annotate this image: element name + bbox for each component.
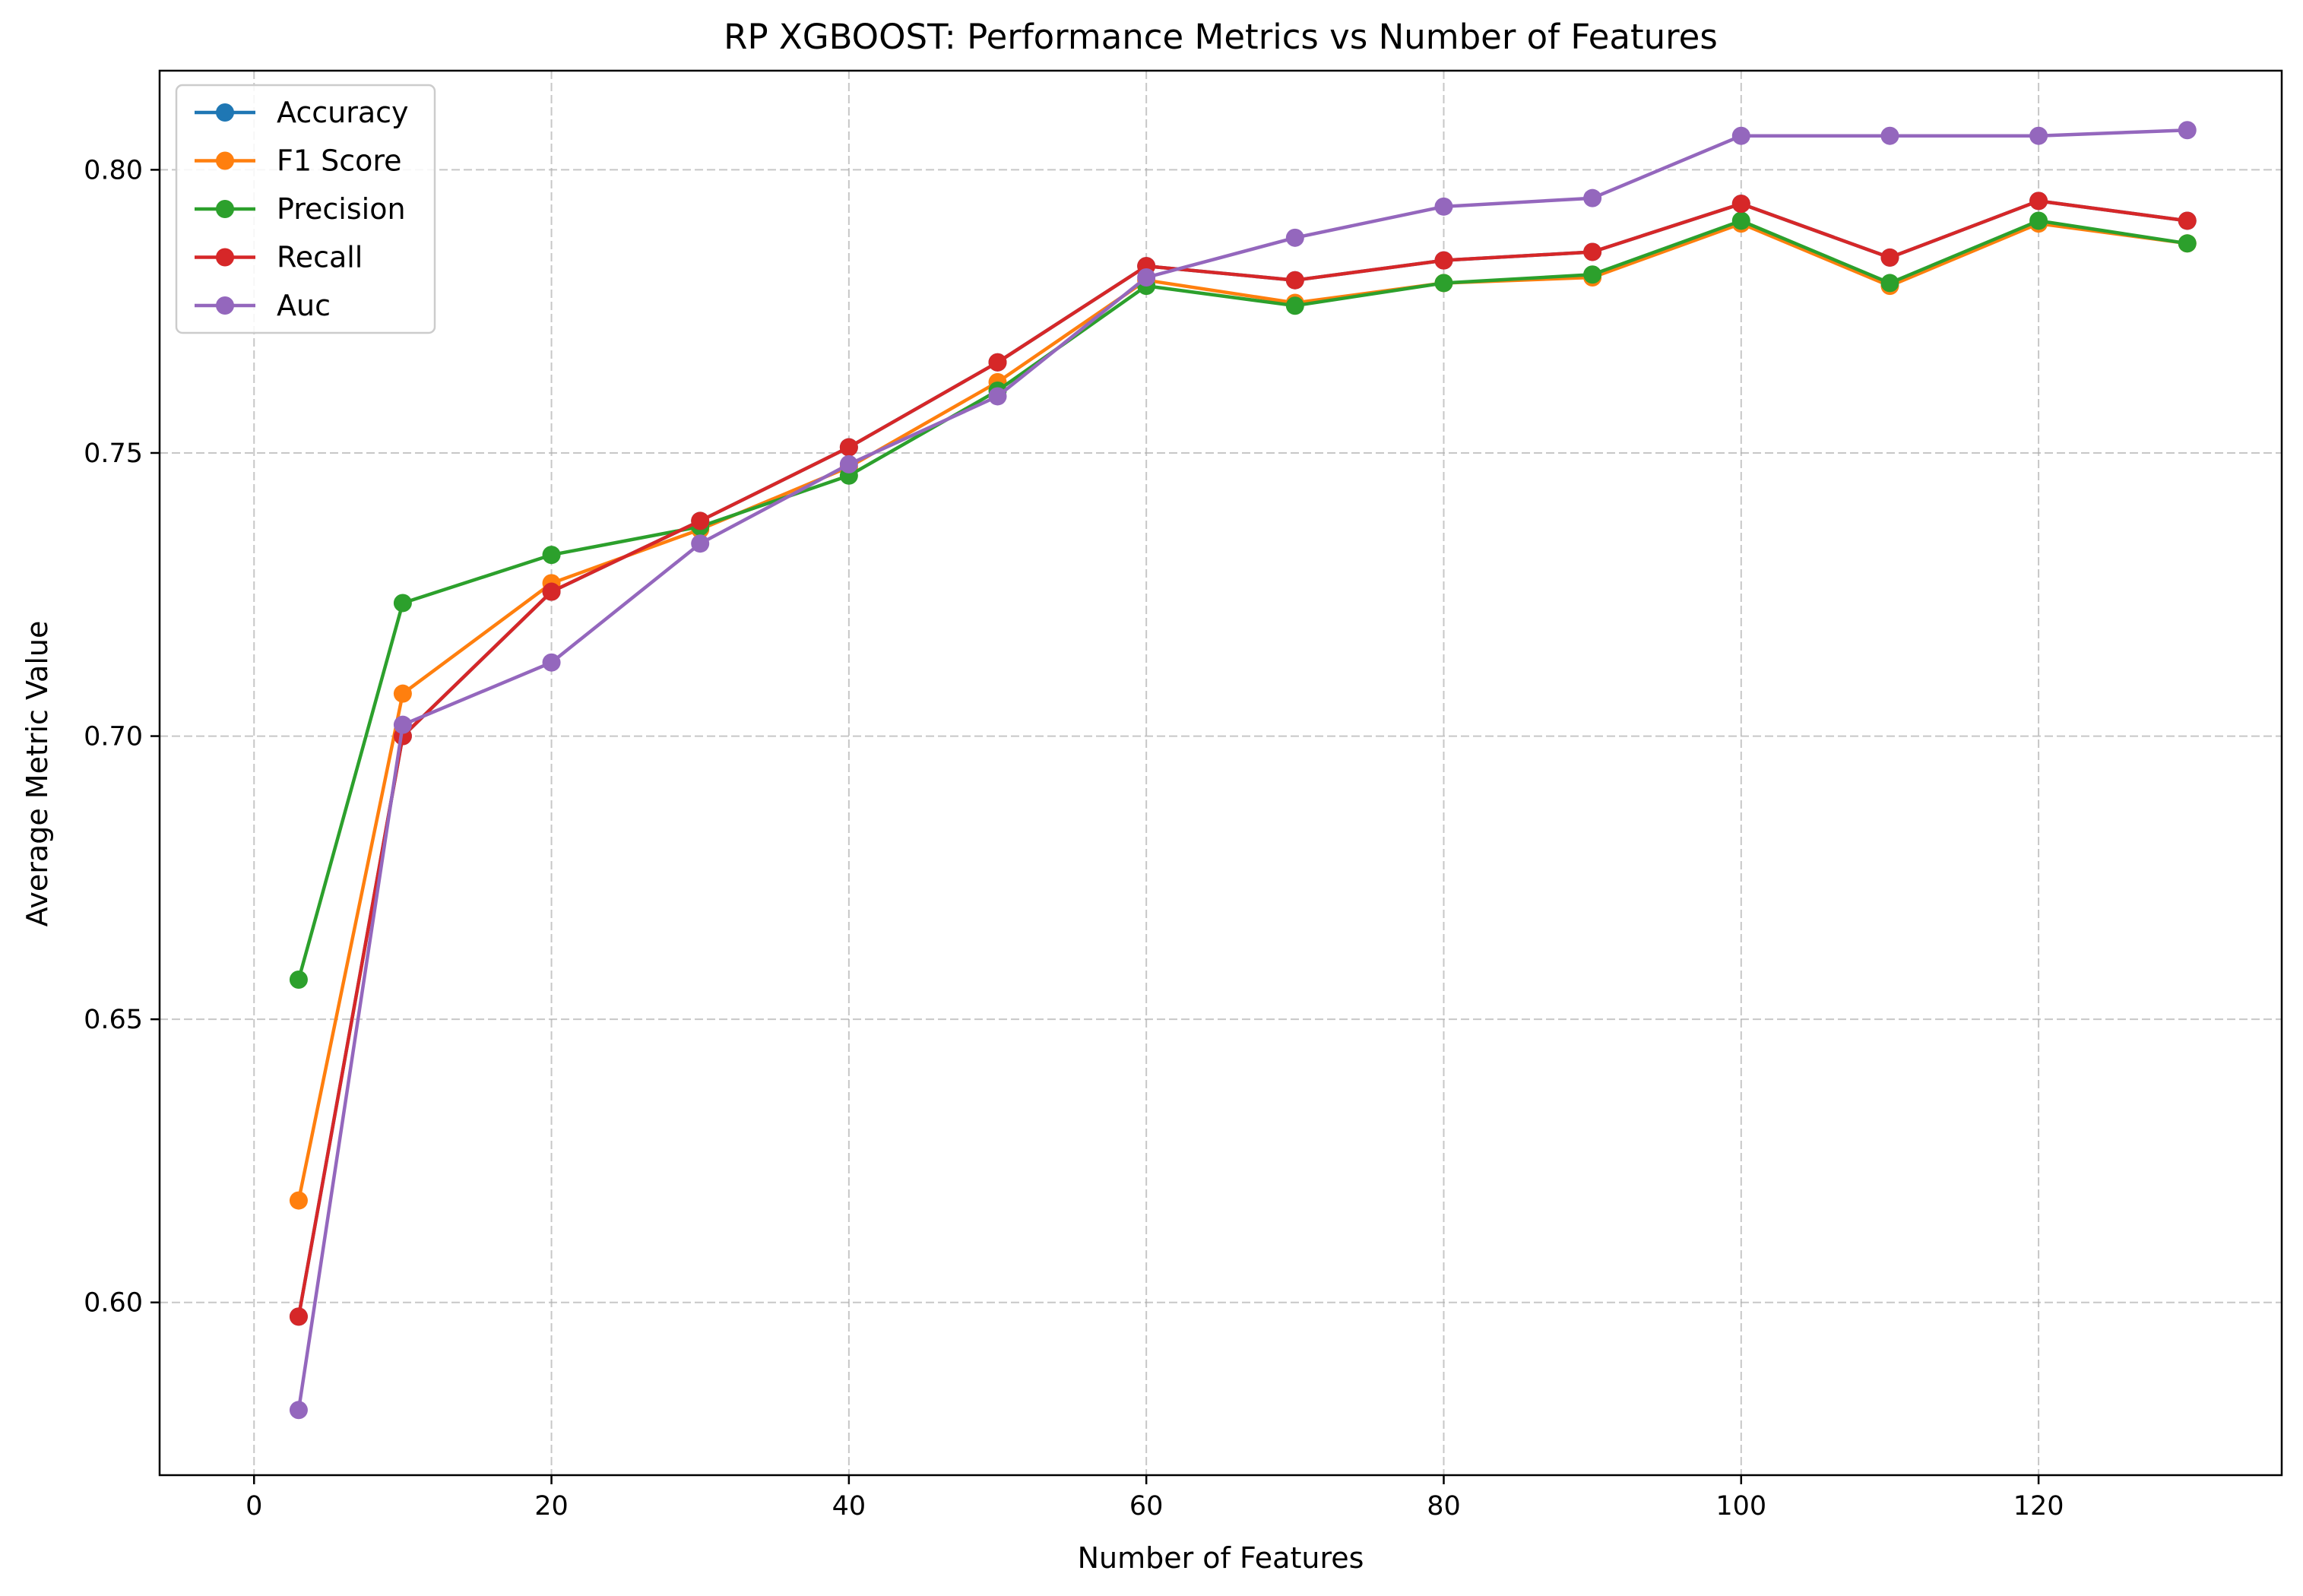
legend-item-recall: Recall <box>195 241 363 274</box>
data-point-precision <box>1583 265 1602 284</box>
data-point-f1-score <box>393 684 412 703</box>
legend-item-accuracy: Accuracy <box>195 96 409 129</box>
x-tick-label: 60 <box>1129 1491 1164 1522</box>
data-point-f1-score <box>289 1191 308 1210</box>
data-point-recall <box>542 582 561 601</box>
legend-label: Precision <box>277 192 406 226</box>
data-point-auc <box>988 387 1007 406</box>
x-tick-label: 80 <box>1427 1491 1461 1522</box>
data-point-recall <box>691 511 710 530</box>
legend-frame <box>175 84 436 334</box>
data-point-precision <box>1880 274 1899 293</box>
data-point-precision <box>1434 274 1453 293</box>
data-point-auc <box>1880 126 1899 145</box>
data-point-auc <box>2029 126 2048 145</box>
legend-swatch-marker <box>216 248 234 267</box>
series-layer <box>289 121 2197 1420</box>
y-tick-label: 0.70 <box>84 722 143 752</box>
data-point-recall <box>839 438 858 457</box>
data-point-auc <box>393 715 412 734</box>
data-point-auc <box>1583 188 1602 207</box>
legend-swatch-marker <box>216 103 234 122</box>
y-tick-label: 0.80 <box>84 155 143 185</box>
data-point-auc <box>691 534 710 553</box>
legend-swatch-marker <box>216 200 234 218</box>
series-line-precision <box>296 219 2188 980</box>
series-line-f1-score <box>296 221 2188 1202</box>
data-point-recall <box>2178 211 2197 230</box>
data-point-auc <box>839 454 858 473</box>
x-tick-label: 40 <box>832 1491 866 1522</box>
data-point-recall <box>1880 248 1899 267</box>
data-point-recall <box>2029 192 2048 211</box>
data-point-recall <box>1285 271 1304 290</box>
data-point-auc <box>1434 197 1453 216</box>
data-point-recall <box>1583 242 1602 261</box>
data-point-precision <box>289 970 308 989</box>
series-auc <box>289 121 2197 1420</box>
legend-item-precision: Precision <box>195 192 406 226</box>
data-point-precision <box>542 546 561 565</box>
data-point-auc <box>1285 228 1304 247</box>
data-point-auc <box>542 653 561 672</box>
axis-ticks: 0 20 40 60 80 100 120 0.60 0.65 0.70 0.75 0.80 <box>84 155 2064 1522</box>
series-line-auc <box>296 128 2187 1411</box>
legend: Accuracy F1 Score Precision Recall Auc <box>175 84 436 334</box>
legend-label: Accuracy <box>277 96 409 129</box>
x-tick-label: 100 <box>1715 1491 1766 1522</box>
y-tick-label: 0.75 <box>84 439 143 469</box>
legend-label: Recall <box>277 241 363 274</box>
data-point-recall <box>1434 251 1453 270</box>
series-recall <box>289 192 2197 1326</box>
legend-item-auc: Auc <box>195 289 331 322</box>
y-tick-label: 0.60 <box>84 1288 143 1319</box>
x-tick-label: 20 <box>534 1491 569 1522</box>
data-point-auc <box>2178 121 2197 140</box>
legend-label: F1 Score <box>277 144 402 178</box>
data-point-precision <box>2029 211 2048 230</box>
data-point-auc <box>1731 126 1750 145</box>
data-point-recall <box>1731 195 1750 214</box>
data-point-precision <box>1731 211 1750 230</box>
y-tick-label: 0.65 <box>84 1005 143 1035</box>
data-point-auc <box>1137 268 1156 287</box>
legend-swatch-marker <box>216 151 234 170</box>
plot-area-frame <box>158 69 2283 1477</box>
data-point-precision <box>393 594 412 613</box>
x-axis-label: Number of Features <box>1078 1541 1364 1575</box>
data-point-auc <box>289 1401 308 1420</box>
series-line-recall <box>296 199 2188 1317</box>
legend-label: Auc <box>277 289 331 322</box>
chart-title: RP XGBOOST: Performance Metrics vs Numbe… <box>724 17 1718 57</box>
x-tick-label: 0 <box>246 1491 262 1522</box>
x-tick-label: 120 <box>2013 1491 2064 1522</box>
y-axis-label: Average Metric Value <box>21 621 54 927</box>
grid <box>160 71 2282 1475</box>
data-point-recall <box>289 1307 308 1326</box>
data-point-precision <box>2178 234 2197 253</box>
data-point-recall <box>988 353 1007 372</box>
data-point-precision <box>1285 296 1304 315</box>
legend-item-f1-score: F1 Score <box>195 144 402 178</box>
legend-swatch-marker <box>216 296 234 315</box>
